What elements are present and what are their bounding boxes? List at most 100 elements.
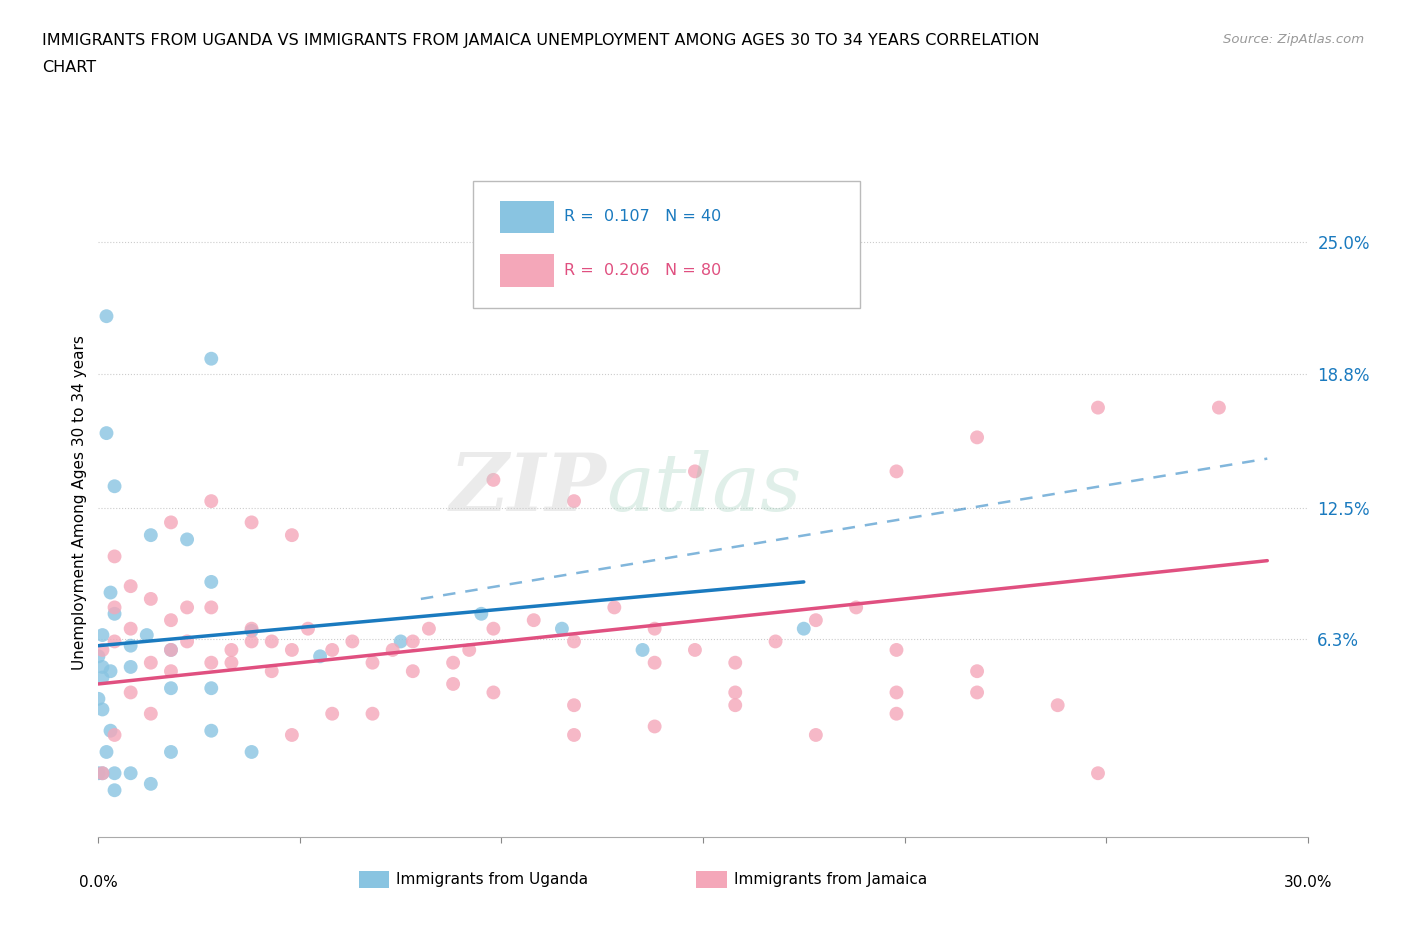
Point: [139, 706, 162, 721]
Text: 30.0%: 30.0%: [1284, 875, 1331, 890]
Point: [562, 727, 585, 742]
Point: [966, 430, 988, 445]
Point: [683, 643, 706, 658]
Point: [103, 727, 125, 742]
Point: [886, 643, 908, 658]
Text: ZIP: ZIP: [450, 450, 606, 527]
Point: [103, 606, 125, 621]
Point: [240, 621, 263, 636]
Point: [96, 309, 118, 324]
Point: [240, 634, 263, 649]
Point: [804, 613, 827, 628]
Point: [176, 532, 198, 547]
Point: [91, 659, 114, 674]
Point: [91, 628, 114, 643]
Text: Immigrants from Jamaica: Immigrants from Jamaica: [734, 872, 927, 887]
Point: [1208, 400, 1230, 415]
Point: [1087, 400, 1109, 415]
Point: [381, 643, 404, 658]
Point: [260, 634, 283, 649]
Point: [200, 575, 222, 590]
Point: [441, 656, 464, 671]
Point: [361, 656, 384, 671]
Point: [96, 426, 118, 441]
Point: [845, 600, 868, 615]
Text: 0.0%: 0.0%: [79, 875, 118, 890]
Point: [402, 634, 425, 649]
Point: [240, 745, 263, 760]
Point: [793, 621, 815, 636]
Point: [160, 643, 183, 658]
Point: [966, 664, 988, 679]
Point: [120, 621, 142, 636]
Point: [562, 494, 585, 509]
Point: [120, 659, 142, 674]
Point: [240, 515, 263, 530]
Point: [91, 765, 114, 780]
Point: [281, 527, 304, 542]
Point: [631, 643, 654, 658]
Point: [402, 664, 425, 679]
Point: [120, 638, 142, 653]
Point: [562, 698, 585, 712]
Point: [804, 727, 827, 742]
Point: [260, 664, 283, 679]
Point: [603, 600, 626, 615]
Point: [139, 527, 162, 542]
Text: Source: ZipAtlas.com: Source: ZipAtlas.com: [1223, 33, 1364, 46]
Point: [120, 685, 142, 700]
Point: [103, 549, 125, 564]
Point: [221, 643, 243, 658]
Point: [100, 585, 122, 600]
Point: [724, 656, 747, 671]
Text: atlas: atlas: [606, 450, 801, 527]
Point: [482, 472, 505, 487]
Point: [966, 685, 988, 700]
Point: [103, 765, 125, 780]
Point: [200, 494, 222, 509]
Point: [551, 621, 574, 636]
Point: [342, 634, 364, 649]
Point: [470, 606, 492, 621]
Point: [139, 656, 162, 671]
Point: [96, 745, 118, 760]
Point: [418, 621, 440, 636]
Point: [87, 649, 110, 664]
Point: [281, 727, 304, 742]
Point: [1087, 765, 1109, 780]
Point: [361, 706, 384, 721]
Text: Immigrants from Uganda: Immigrants from Uganda: [396, 872, 589, 887]
Point: [200, 681, 222, 696]
Point: [644, 621, 666, 636]
Point: [523, 613, 546, 628]
Point: [176, 600, 198, 615]
Point: [281, 643, 304, 658]
Point: [91, 702, 114, 717]
Point: [482, 685, 505, 700]
Text: IMMIGRANTS FROM UGANDA VS IMMIGRANTS FROM JAMAICA UNEMPLOYMENT AMONG AGES 30 TO : IMMIGRANTS FROM UGANDA VS IMMIGRANTS FRO…: [42, 33, 1039, 47]
Point: [135, 628, 157, 643]
Point: [724, 685, 747, 700]
Point: [139, 591, 162, 606]
Point: [160, 613, 183, 628]
Point: [87, 765, 110, 780]
Point: [562, 634, 585, 649]
Text: CHART: CHART: [42, 60, 96, 75]
Point: [200, 724, 222, 738]
Point: [321, 706, 343, 721]
Point: [120, 765, 142, 780]
Point: [458, 643, 481, 658]
Point: [139, 777, 162, 791]
Point: [200, 600, 222, 615]
Point: [91, 643, 114, 658]
FancyBboxPatch shape: [474, 180, 860, 308]
Point: [221, 656, 243, 671]
Point: [309, 649, 332, 664]
Point: [644, 656, 666, 671]
Point: [87, 691, 110, 706]
Point: [160, 745, 183, 760]
Point: [91, 671, 114, 685]
Point: [100, 724, 122, 738]
Point: [297, 621, 319, 636]
Point: [886, 706, 908, 721]
